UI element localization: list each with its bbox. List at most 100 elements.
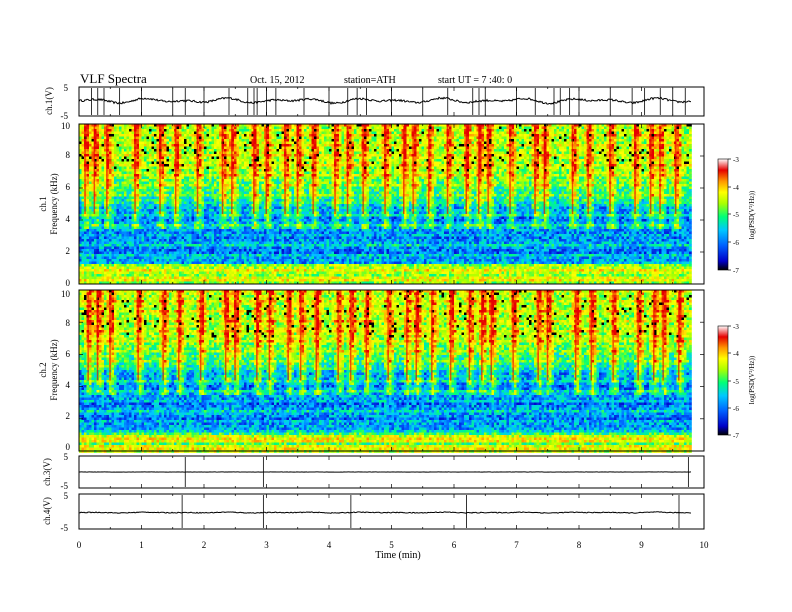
- spectrogram-cell: [469, 124, 472, 127]
- spectrogram-cell: [206, 171, 210, 175]
- spectrogram-cell: [306, 146, 310, 150]
- spectrogram-cell: [356, 129, 360, 132]
- spectrogram-cell: [539, 149, 542, 152]
- spectrogram-cell: [541, 144, 545, 147]
- spectrogram-cell: [351, 156, 355, 160]
- spectrogram-cell: [119, 131, 122, 135]
- spectrogram-cell: [596, 129, 600, 132]
- spectrogram-cell: [204, 141, 207, 145]
- spectrogram-cell: [599, 156, 602, 160]
- spectrogram-cell: [669, 129, 672, 132]
- spectrogram-cell: [324, 146, 327, 150]
- spectrogram-cell: [356, 164, 360, 167]
- spectrogram-cell: [596, 136, 600, 140]
- spectrogram-cell: [259, 124, 262, 127]
- spectrogram-cell: [114, 136, 117, 140]
- spectrogram-cell: [516, 154, 520, 157]
- spectrogram-cell: [381, 124, 385, 127]
- spectrogram-cell: [189, 161, 192, 165]
- spectrogram-cell: [316, 139, 320, 142]
- spectrogram-cell: [106, 134, 110, 137]
- spectrogram-cell: [531, 144, 535, 147]
- spectrogram-cell: [124, 146, 127, 150]
- spectrogram-cell: [626, 166, 630, 170]
- spectrogram-cell: [131, 166, 135, 170]
- spectrogram-cell: [371, 169, 375, 172]
- spectrogram-cell: [304, 144, 307, 147]
- spectrogram-cell: [476, 129, 480, 132]
- spectrogram-cell: [521, 131, 525, 135]
- spectrogram-cell: [271, 161, 275, 165]
- spectrogram-cell: [606, 126, 610, 130]
- spectrogram-cell: [491, 164, 495, 167]
- spectrogram-cell: [211, 166, 215, 170]
- spectrogram-cell: [319, 139, 322, 142]
- spectrogram-cell: [419, 159, 422, 162]
- spectrogram-cell: [86, 151, 90, 155]
- spectrogram-cell: [474, 134, 477, 137]
- spectrogram-cell: [266, 124, 270, 127]
- spectrogram-cell: [666, 166, 670, 170]
- spectrogram-cell: [369, 134, 372, 137]
- spectrogram-cell: [169, 146, 172, 150]
- spectrogram-cell: [104, 161, 107, 165]
- spectrogram-cell: [534, 124, 537, 127]
- spectrogram-cell: [234, 154, 237, 157]
- spectrogram-cell: [279, 149, 282, 152]
- spectrogram-cell: [184, 146, 187, 150]
- spectrogram-cell: [216, 169, 220, 172]
- spectrogram-cell: [624, 159, 627, 162]
- spectrogram-cell: [326, 124, 330, 127]
- spectrogram-cell: [539, 156, 542, 160]
- spectrogram-cell: [331, 154, 335, 157]
- spectrogram-cell: [689, 126, 692, 130]
- spectrogram-cell: [301, 156, 305, 160]
- spectrogram-cell: [274, 149, 277, 152]
- spectrogram-cell: [409, 134, 412, 137]
- spectrogram-cell: [386, 126, 390, 130]
- spectrogram-cell: [299, 169, 302, 172]
- spectrogram-cell: [204, 166, 207, 170]
- spectrogram-cell: [556, 169, 560, 172]
- spectrogram-cell: [231, 154, 235, 157]
- spectrogram-cell: [681, 139, 685, 142]
- spectrogram-cell: [444, 154, 447, 157]
- spectrogram-cell: [369, 149, 372, 152]
- spectrogram-cell: [244, 161, 247, 165]
- spectrogram-cell: [531, 159, 535, 162]
- spectrogram-cell: [429, 151, 432, 155]
- spectrogram-cell: [431, 149, 435, 152]
- spectrogram-cell: [286, 166, 290, 170]
- spectrogram-cell: [401, 126, 405, 130]
- spectrogram-cell: [584, 131, 587, 135]
- spectrogram-cell: [316, 159, 320, 162]
- spectrogram-cell: [139, 141, 142, 145]
- spectrogram-cell: [581, 144, 585, 147]
- spectrogram-cell: [544, 146, 547, 150]
- spectrogram-cell: [636, 131, 640, 135]
- spectrogram-cell: [481, 151, 485, 155]
- spectrogram-cell: [656, 124, 660, 127]
- spectrogram-cell: [526, 159, 530, 162]
- spectrogram-cell: [449, 164, 452, 167]
- spectrogram-cell: [391, 166, 395, 170]
- spectrogram-cell: [574, 131, 577, 135]
- spectrogram-cell: [466, 124, 470, 127]
- spectrogram-cell: [371, 136, 375, 140]
- spectrogram-cell: [119, 169, 122, 172]
- spectrogram-cell: [421, 139, 425, 142]
- spectrogram-cell: [176, 164, 180, 167]
- spectrogram-cell: [249, 139, 252, 142]
- spectrogram-cell: [551, 161, 555, 165]
- spectrogram-cell: [611, 146, 615, 150]
- spectrogram-cell: [124, 141, 127, 145]
- spectrogram-cell: [206, 141, 210, 145]
- spectrogram-cell: [336, 131, 340, 135]
- spectrogram-cell: [286, 169, 290, 172]
- spectrogram-cell: [539, 144, 542, 147]
- spectrogram-cell: [689, 136, 692, 140]
- spectrogram-cell: [114, 166, 117, 170]
- spectrogram-cell: [689, 141, 692, 145]
- spectrogram-cell: [454, 141, 457, 145]
- spectrogram-cell: [474, 151, 477, 155]
